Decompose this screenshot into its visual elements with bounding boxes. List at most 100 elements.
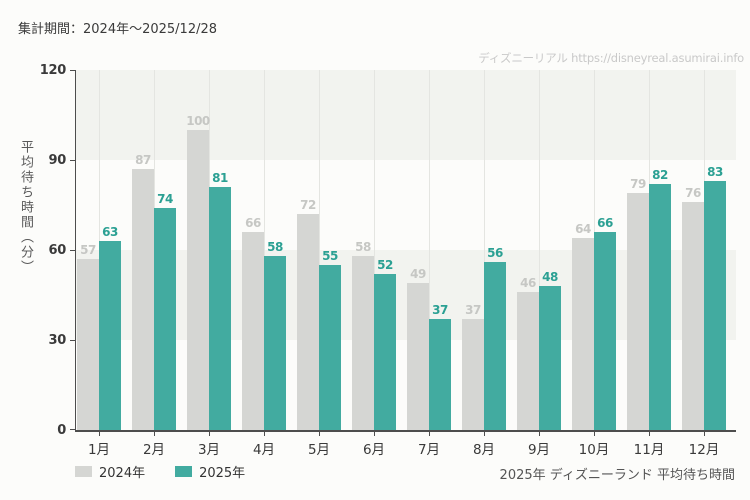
x-axis-label-9月: 9月 — [527, 442, 551, 458]
x-axis-label-8月: 8月 — [472, 442, 496, 458]
x-tick-mark — [99, 432, 100, 436]
plot-area: 0 30 60 90 120 57 63 1月 87 74 2月 100 81 3月 66 58 4月 72 55 5… — [40, 63, 736, 458]
month-group: 37 56 8月 — [461, 70, 516, 458]
bar-value-label: 83 — [707, 165, 723, 179]
bar-2025年-12月: 83 — [704, 165, 726, 430]
bar-value-label: 66 — [245, 216, 261, 230]
bar-value-label: 37 — [465, 303, 481, 317]
bar-value-label: 100 — [186, 114, 210, 128]
bar-2024年-3月: 100 — [186, 114, 210, 430]
x-axis-label-12月: 12月 — [688, 442, 720, 458]
bar-2025年-1月: 63 — [99, 225, 121, 430]
y-tick-label: 120 — [39, 63, 67, 78]
bar-2024年-1月: 57 — [77, 243, 99, 430]
vertical-gridline — [264, 70, 265, 430]
bar-2025年-2月: 74 — [154, 192, 176, 430]
chart-legend: 2024年 2025年 — [75, 462, 245, 481]
month-group: 100 81 3月 — [186, 70, 241, 458]
chart-caption: 2025年 ディズニーランド 平均待ち時間 — [499, 468, 735, 483]
x-tick-mark — [649, 432, 650, 436]
bar-value-label: 55 — [322, 249, 338, 263]
bar-value-label: 79 — [630, 177, 646, 191]
y-tick-mark — [70, 340, 75, 341]
x-axis-label-10月: 10月 — [578, 442, 610, 458]
month-group: 72 55 5月 — [296, 70, 351, 458]
bar-2024年-6月: 58 — [352, 240, 374, 430]
x-axis-label-6月: 6月 — [362, 442, 386, 458]
bar-2025年-7月: 37 — [429, 303, 451, 430]
x-tick-mark — [319, 432, 320, 436]
x-tick-mark — [154, 432, 155, 436]
bar-value-label: 66 — [597, 216, 613, 230]
bar-2024年-10月: 64 — [572, 222, 594, 430]
month-group: 64 66 10月 — [571, 70, 626, 458]
legend-swatch — [75, 466, 92, 477]
x-axis-label-7月: 7月 — [417, 442, 441, 458]
x-axis-label-5月: 5月 — [307, 442, 331, 458]
site-watermark: ディズニーリアル https://disneyreal.asumirai.inf… — [478, 51, 744, 65]
bar-value-label: 58 — [267, 240, 283, 254]
bar-2024年-4月: 66 — [242, 216, 264, 430]
x-tick-mark — [264, 432, 265, 436]
bar-2024年-12月: 76 — [682, 186, 704, 430]
x-tick-mark — [209, 432, 210, 436]
bar-value-label: 81 — [212, 171, 228, 185]
month-group: 58 52 6月 — [351, 70, 406, 458]
bar-value-label: 57 — [80, 243, 96, 257]
vertical-gridline — [539, 70, 540, 430]
x-tick-mark — [594, 432, 595, 436]
bar-value-label: 63 — [102, 225, 118, 239]
bar-value-label: 64 — [575, 222, 591, 236]
y-tick-mark — [70, 250, 75, 251]
bar-value-label: 74 — [157, 192, 173, 206]
report-period-label: 集計期間：2024年～2025/12/28 — [18, 22, 218, 37]
bar-2024年-9月: 46 — [517, 276, 539, 430]
bar-2025年-5月: 55 — [319, 249, 341, 430]
month-group: 49 37 7月 — [406, 70, 461, 458]
vertical-gridline — [374, 70, 375, 430]
x-tick-mark — [704, 432, 705, 436]
bar-value-label: 46 — [520, 276, 536, 290]
x-tick-mark — [374, 432, 375, 436]
bar-2025年-3月: 81 — [209, 171, 231, 430]
bar-2025年-10月: 66 — [594, 216, 616, 430]
y-axis-title: 平均待ち時間（分） — [18, 140, 33, 275]
y-tick-mark — [70, 70, 75, 71]
x-tick-mark — [539, 432, 540, 436]
month-group: 66 58 4月 — [241, 70, 296, 458]
y-tick-label: 60 — [48, 243, 67, 258]
bar-value-label: 82 — [652, 168, 668, 182]
vertical-gridline — [429, 70, 430, 430]
bar-2025年-8月: 56 — [484, 246, 506, 430]
x-axis-label-2月: 2月 — [142, 442, 166, 458]
legend-label: 2025年 — [199, 466, 246, 481]
bar-2024年-11月: 79 — [627, 177, 649, 430]
bar-value-label: 72 — [300, 198, 316, 212]
bar-value-label: 56 — [487, 246, 503, 260]
vertical-gridline — [319, 70, 320, 430]
x-axis-label-4月: 4月 — [252, 442, 276, 458]
bar-2025年-11月: 82 — [649, 168, 671, 430]
x-axis-label-1月: 1月 — [87, 442, 111, 458]
x-axis-label-3月: 3月 — [197, 442, 221, 458]
y-tick-mark — [70, 160, 75, 161]
legend-item-2024年[interactable]: 2024年 — [75, 462, 145, 481]
y-tick-label: 0 — [57, 423, 66, 438]
bar-2024年-7月: 49 — [407, 267, 429, 430]
month-group: 57 63 1月 — [76, 70, 131, 458]
legend-label: 2024年 — [99, 466, 146, 481]
x-tick-mark — [429, 432, 430, 436]
y-tick-label: 90 — [48, 153, 67, 168]
legend-swatch — [175, 466, 193, 477]
bar-value-label: 87 — [135, 153, 151, 167]
month-group: 76 83 12月 — [681, 70, 736, 458]
vertical-gridline — [484, 70, 485, 430]
bar-2024年-5月: 72 — [297, 198, 319, 430]
bar-value-label: 48 — [542, 270, 558, 284]
bar-2025年-9月: 48 — [539, 270, 561, 430]
x-axis-label-11月: 11月 — [633, 442, 665, 458]
month-group: 46 48 9月 — [516, 70, 571, 458]
x-tick-mark — [484, 432, 485, 436]
legend-item-2025年[interactable]: 2025年 — [175, 462, 245, 481]
bar-2024年-2月: 87 — [132, 153, 154, 430]
